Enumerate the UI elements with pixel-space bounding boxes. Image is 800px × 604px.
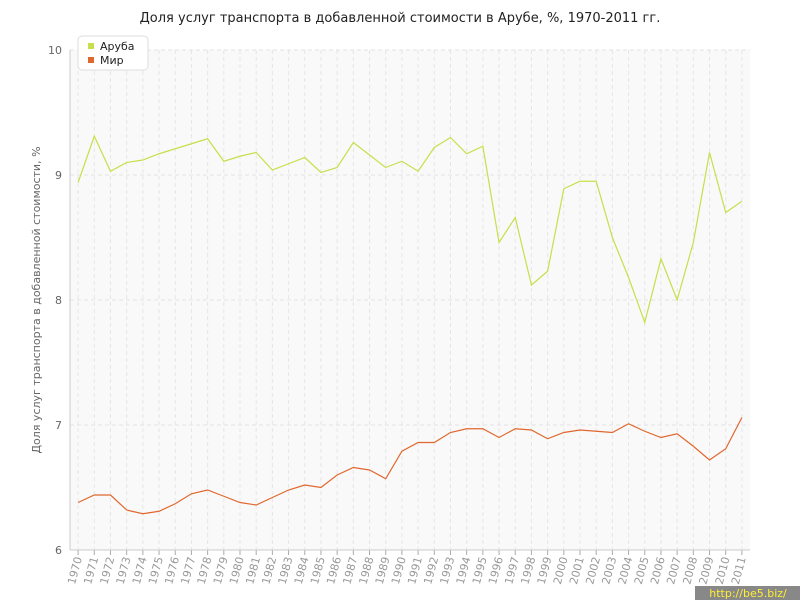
y-tick-label: 9 bbox=[55, 169, 62, 182]
chart-title: Доля услуг транспорта в добавленной стои… bbox=[140, 11, 661, 26]
y-axis-label: Доля услуг транспорта в добавленной стои… bbox=[30, 146, 43, 453]
legend-box bbox=[77, 35, 149, 71]
series-line bbox=[77, 134, 743, 325]
watermark: http://be5.biz/ bbox=[709, 587, 787, 600]
watermark-bg bbox=[695, 586, 800, 600]
y-tick-label: 7 bbox=[55, 419, 62, 432]
legend-label: Мир bbox=[100, 54, 124, 67]
y-tick-label: 10 bbox=[48, 44, 62, 57]
series-line bbox=[77, 417, 743, 515]
legend-label: Аруба bbox=[100, 40, 135, 53]
legend-swatch bbox=[88, 43, 94, 49]
y-tick-label: 6 bbox=[55, 544, 62, 557]
legend-swatch bbox=[88, 57, 94, 63]
y-tick-label: 8 bbox=[55, 294, 62, 307]
